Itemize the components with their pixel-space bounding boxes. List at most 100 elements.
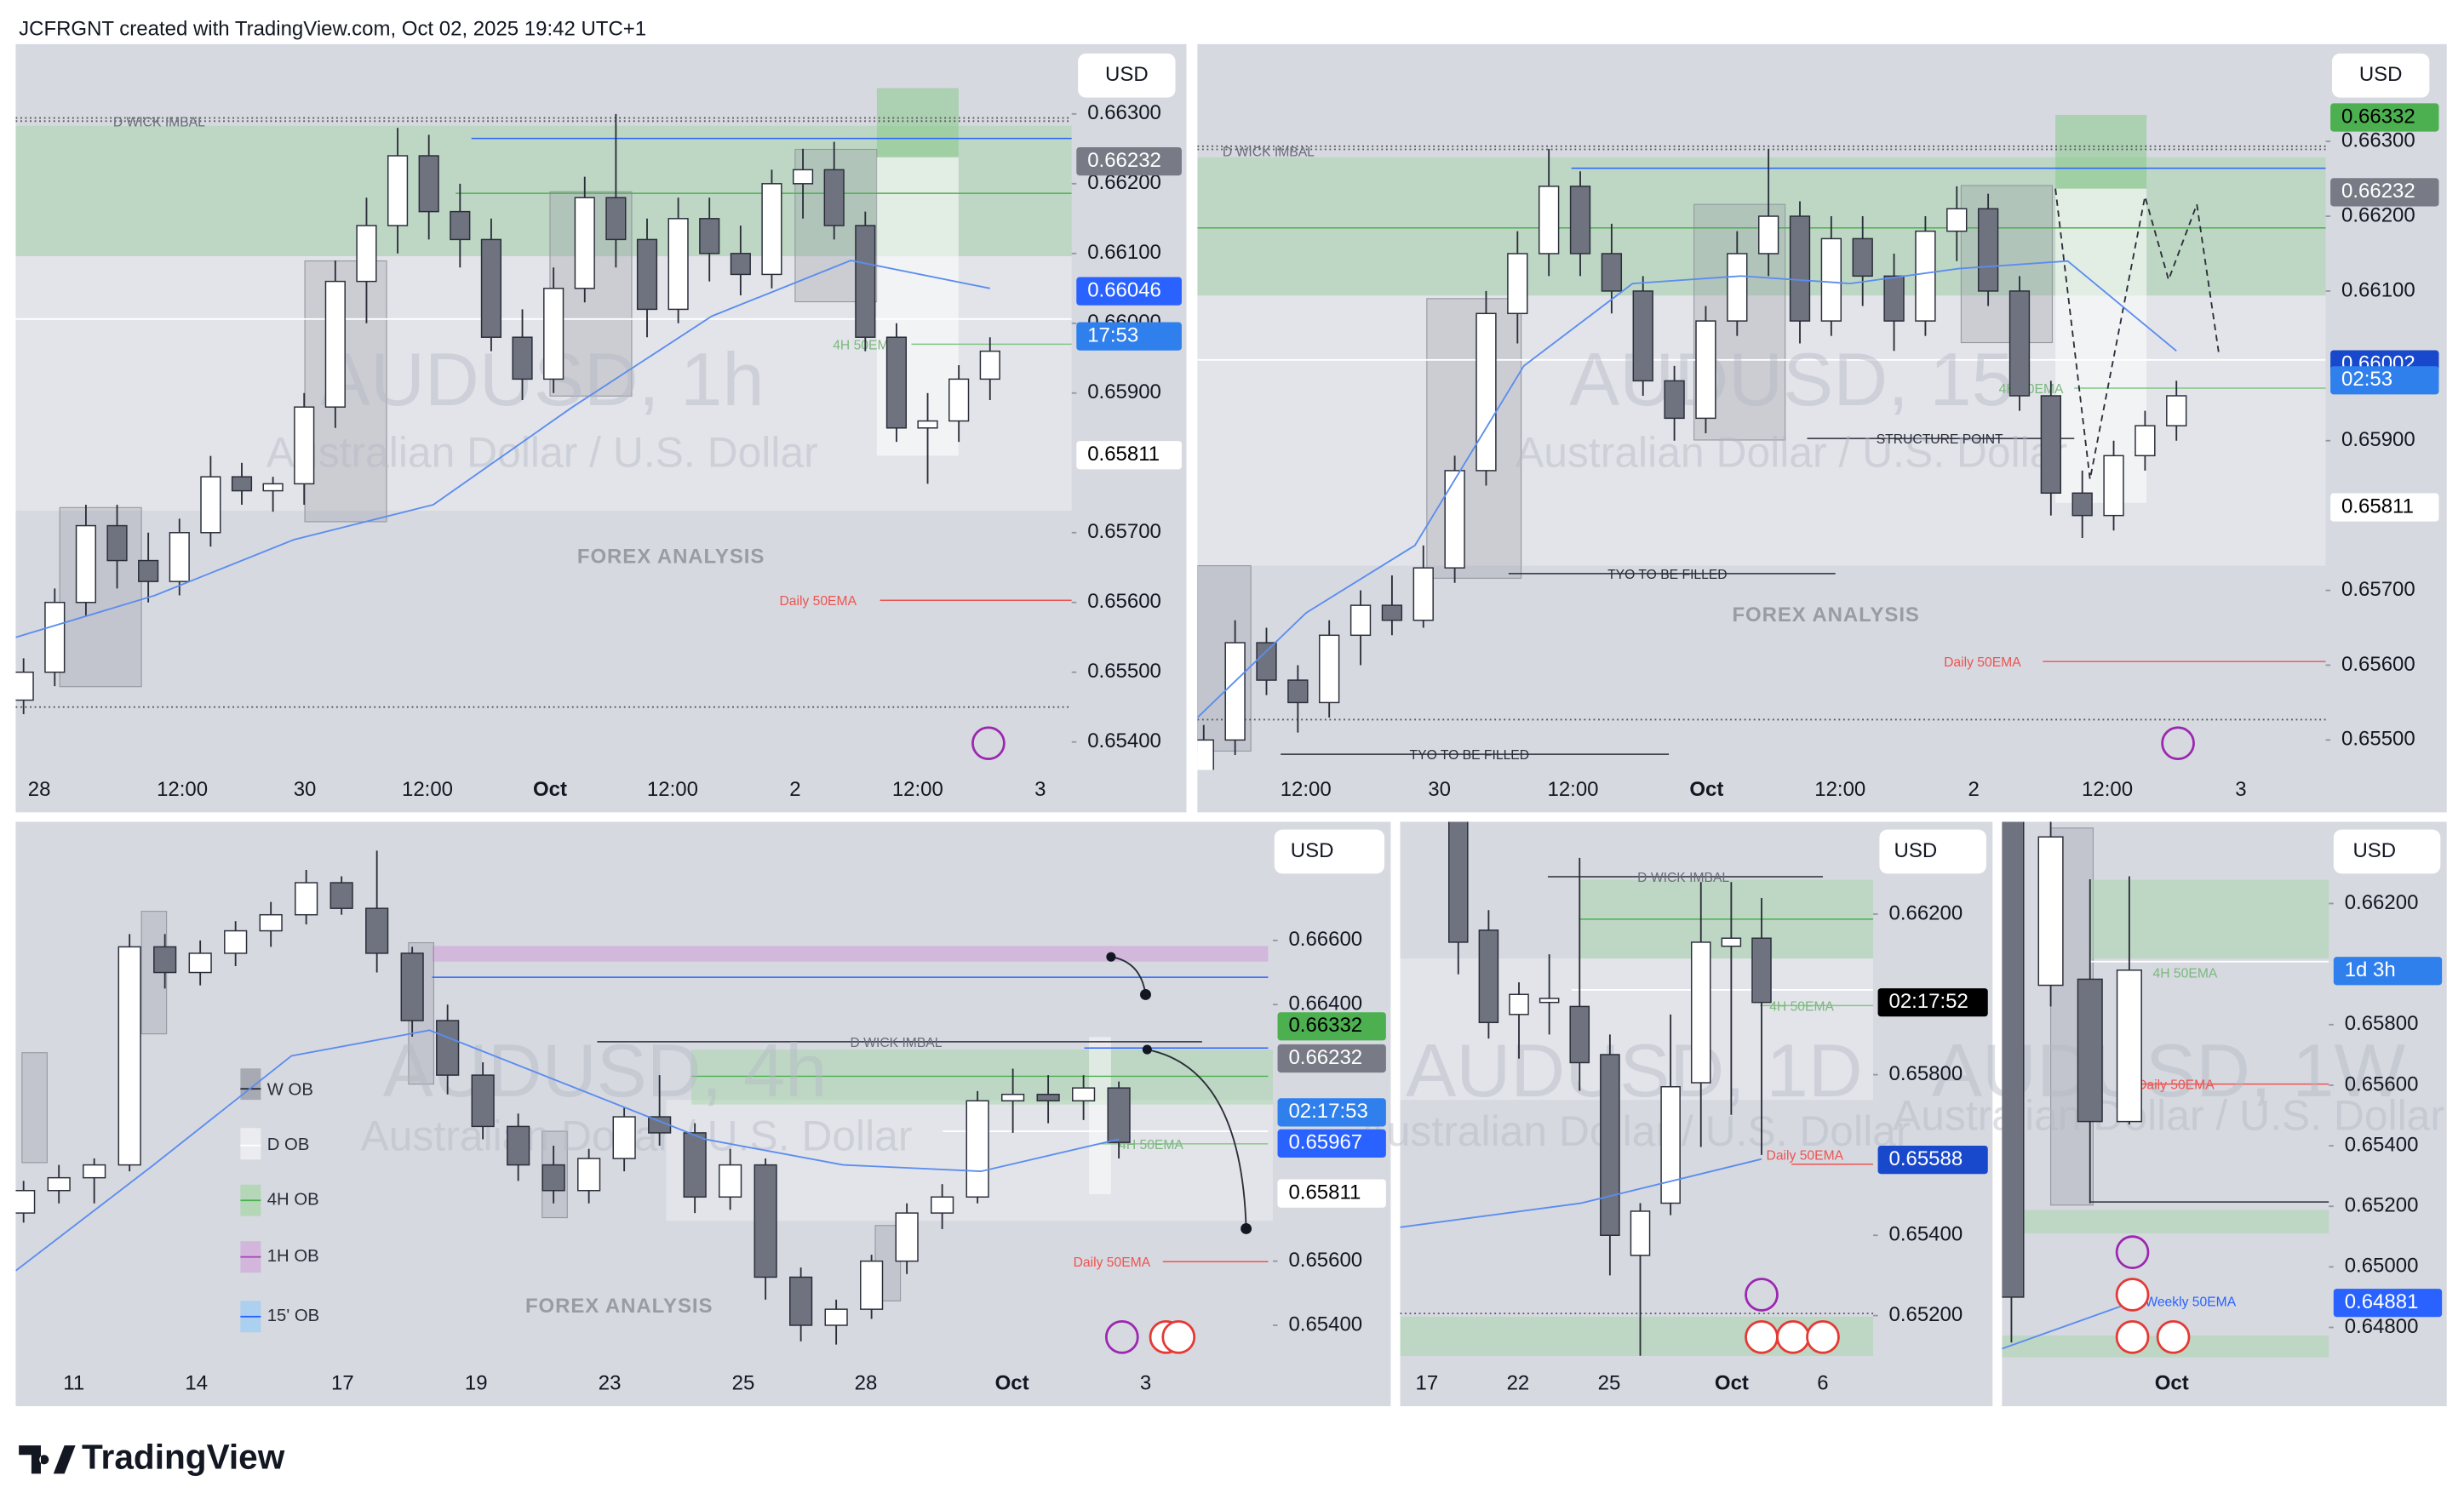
price-badge xyxy=(1076,277,1182,306)
legend-label: 15' OB xyxy=(267,1307,319,1325)
watermark-description: Australian Dollar / U.S. Dollar xyxy=(266,429,818,477)
candle-body xyxy=(605,197,627,241)
candle-body xyxy=(824,1308,848,1326)
time-label: Oct xyxy=(533,778,567,801)
candle-body xyxy=(387,155,409,226)
price-badge-label: 0.65811 xyxy=(1288,1181,1361,1204)
event-icon[interactable] xyxy=(1745,1319,1779,1354)
candle-body xyxy=(1381,604,1403,621)
candle-body xyxy=(188,952,212,974)
price-label: 0.65900 xyxy=(1087,380,1161,403)
candle-body xyxy=(471,1074,495,1128)
currency: USD xyxy=(1291,839,1334,862)
candle-body xyxy=(612,1116,636,1159)
event-icon[interactable] xyxy=(2156,1319,2191,1354)
candle-body xyxy=(1224,642,1246,741)
candle-body xyxy=(2002,821,2025,1298)
candle-body xyxy=(1660,1086,1681,1204)
event-icon[interactable] xyxy=(971,726,1006,760)
currency-button[interactable] xyxy=(1078,53,1176,98)
price-label: 0.66600 xyxy=(1288,928,1362,951)
candle-body xyxy=(507,1125,530,1166)
time-label: 30 xyxy=(294,778,317,801)
candle-body xyxy=(83,1164,106,1179)
countdown-badge xyxy=(1277,1098,1386,1127)
candle-body xyxy=(1072,1087,1096,1101)
candle-body xyxy=(2040,395,2061,495)
annotation: D WICK IMBAL xyxy=(113,115,205,129)
countdown-label: 02:17:52 xyxy=(1888,990,1968,1013)
candle-body xyxy=(1444,470,1465,569)
price-badge-label: 0.64881 xyxy=(2345,1290,2419,1313)
ema-line xyxy=(2002,1302,2130,1350)
footer-logo: TradingView xyxy=(19,1437,285,1476)
price-label: 0.64800 xyxy=(2345,1315,2419,1338)
currency-button[interactable] xyxy=(1879,829,1986,874)
candle-body xyxy=(295,882,318,916)
event-icon[interactable] xyxy=(2115,1235,2150,1269)
candle-body xyxy=(699,218,720,255)
candle-body xyxy=(1001,1093,1025,1101)
candle-body xyxy=(895,1212,919,1262)
price-label: 0.65700 xyxy=(1087,520,1161,543)
price-badge xyxy=(2333,1289,2443,1318)
time-label: 12:00 xyxy=(892,778,943,801)
currency-button[interactable] xyxy=(2333,829,2441,874)
candle-body xyxy=(1883,275,1905,322)
price-badge-label: 0.65967 xyxy=(1288,1131,1362,1154)
candle-body xyxy=(1600,1054,1620,1236)
ema-line xyxy=(15,260,990,638)
candle-body xyxy=(480,238,502,338)
candle-body xyxy=(792,169,814,185)
candle-body xyxy=(117,946,141,1166)
price-badge-label: 0.66232 xyxy=(2341,180,2415,203)
price-label: 0.65400 xyxy=(1087,729,1161,752)
currency-button[interactable] xyxy=(1274,829,1385,874)
event-icon[interactable] xyxy=(1776,1319,1810,1354)
legend-label: D OB xyxy=(267,1135,310,1154)
candle-body xyxy=(966,1100,989,1198)
time-label: 30 xyxy=(1428,778,1451,801)
price-label: 0.66300 xyxy=(1087,101,1161,124)
marks xyxy=(2002,821,2142,1350)
candle-body xyxy=(1197,739,1214,770)
candle-body xyxy=(512,336,533,380)
candle-body xyxy=(917,420,938,429)
time-label: 17 xyxy=(1416,1372,1439,1395)
event-icon[interactable] xyxy=(2115,1278,2150,1312)
price-badge-label: 0.66046 xyxy=(1087,278,1161,301)
candle-body xyxy=(1319,634,1340,704)
candle-body xyxy=(2116,969,2142,1123)
event-icon[interactable] xyxy=(1104,1319,1139,1354)
price-badge-label: 0.65588 xyxy=(1888,1147,1963,1170)
time-label: 3 xyxy=(1034,778,1046,801)
candle-body xyxy=(683,1132,707,1198)
annotation: Weekly 50EMA xyxy=(2145,1295,2236,1309)
currency-button[interactable] xyxy=(2331,53,2430,98)
event-icon[interactable] xyxy=(1745,1278,1779,1312)
legend-label: W OB xyxy=(267,1080,313,1099)
currency: USD xyxy=(1894,839,1938,862)
event-icon[interactable] xyxy=(1806,1319,1840,1354)
annotation: Daily 50EMA xyxy=(2137,1078,2215,1093)
event-icon[interactable] xyxy=(2115,1319,2150,1354)
time-label: 14 xyxy=(185,1372,208,1395)
time-label: 2 xyxy=(1968,778,1979,801)
candle-body xyxy=(1632,290,1653,382)
countdown-label: 02:17:53 xyxy=(1288,1100,1367,1123)
candle-body xyxy=(979,350,1000,380)
candle-body xyxy=(1721,937,1742,947)
annotation: D WICK IMBAL xyxy=(1223,145,1315,159)
legend: W OB D OB 4H OB 1H OB 15' OB xyxy=(240,1068,319,1333)
event-icon[interactable] xyxy=(1161,1319,1196,1354)
candle-body xyxy=(1569,186,1591,255)
candle-body xyxy=(1256,642,1277,681)
candle-body xyxy=(1478,929,1499,1024)
price-badge-label: 0.65811 xyxy=(1087,443,1160,466)
annotation: 4H 50EMA xyxy=(1119,1138,1183,1153)
candle-body xyxy=(1539,998,1560,1004)
time-label: 12:00 xyxy=(1814,778,1865,801)
event-icon[interactable] xyxy=(2161,726,2195,760)
